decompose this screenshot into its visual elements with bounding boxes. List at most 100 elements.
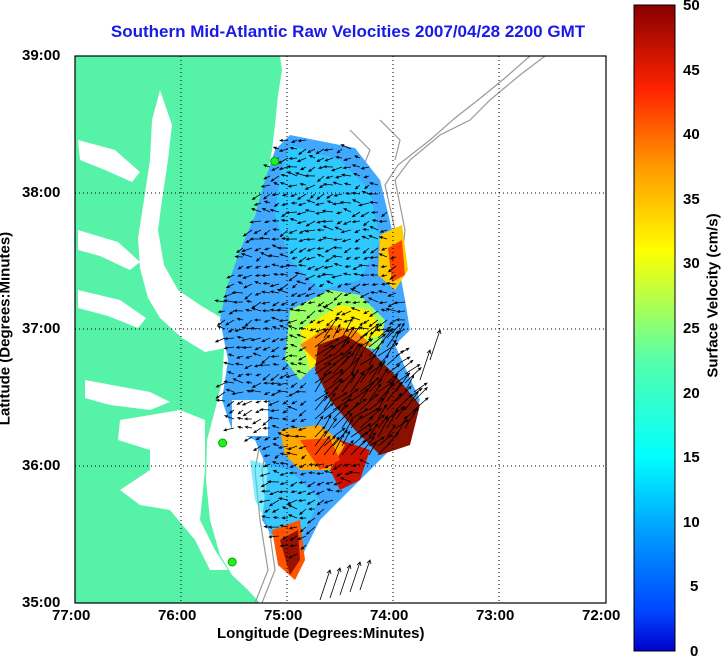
velocity-vector — [306, 490, 316, 495]
velocity-vector — [298, 409, 307, 417]
velocity-vector — [306, 247, 316, 252]
velocity-vector — [236, 355, 244, 359]
velocity-vector — [359, 364, 374, 384]
velocity-vector — [314, 345, 334, 357]
velocity-vector — [375, 328, 388, 332]
velocity-vector — [386, 364, 401, 375]
velocity-vector — [315, 202, 325, 206]
velocity-vector — [298, 238, 307, 242]
velocity-vector — [336, 310, 343, 316]
velocity-vector — [352, 265, 361, 270]
velocity-vector — [359, 407, 380, 420]
velocity-vector — [340, 229, 352, 234]
velocity-vector — [314, 435, 331, 456]
velocity-vector — [371, 219, 379, 223]
velocity-vector — [286, 319, 298, 324]
velocity-vector — [251, 307, 262, 312]
velocity-vector — [254, 292, 262, 296]
velocity-vector — [287, 514, 298, 519]
velocity-vector — [272, 228, 280, 232]
velocity-vector — [287, 325, 298, 330]
velocity-vector — [386, 350, 405, 366]
velocity-vector — [216, 319, 226, 326]
velocity-vector — [242, 229, 253, 237]
velocity-vector — [324, 463, 334, 469]
velocity-vector — [316, 246, 325, 250]
x-tick-label: 72:00 — [582, 607, 621, 624]
velocity-vector — [223, 361, 235, 366]
x-tick-label: 74:00 — [370, 607, 409, 624]
velocity-vector — [245, 299, 253, 303]
velocity-vector — [223, 337, 235, 341]
velocity-vector — [279, 272, 289, 277]
velocity-vector — [276, 308, 289, 312]
velocity-vector — [335, 211, 343, 215]
velocity-vector — [299, 472, 307, 476]
velocity-vector — [262, 426, 271, 430]
velocity-vector — [258, 499, 271, 504]
velocity-vector — [377, 434, 393, 447]
colorbar-tick: 35 — [683, 191, 700, 208]
velocity-vector — [379, 229, 388, 233]
velocity-vector — [296, 334, 307, 339]
velocity-vector — [223, 380, 235, 384]
velocity-vector — [341, 310, 352, 316]
velocity-vector — [282, 400, 289, 405]
colorbar-tick: 20 — [683, 385, 700, 402]
velocity-vector — [352, 301, 361, 305]
velocity-vector — [359, 436, 375, 456]
velocity-vector — [270, 409, 280, 413]
velocity-vector — [325, 319, 334, 327]
velocity-vector — [370, 210, 379, 214]
velocity-vector — [377, 441, 392, 456]
velocity-vector — [304, 174, 316, 178]
velocity-vector — [225, 319, 235, 326]
velocity-vector — [335, 155, 343, 159]
velocity-vector — [254, 281, 262, 285]
velocity-vector — [341, 371, 355, 384]
velocity-vector — [386, 392, 402, 411]
velocity-vector — [279, 265, 289, 269]
velocity-vector — [298, 480, 307, 484]
velocity-vector — [332, 202, 343, 206]
velocity-vector — [299, 182, 307, 186]
y-tick-label: 36:00 — [22, 457, 61, 474]
velocity-vector — [377, 403, 388, 420]
y-tick-label: 38:00 — [22, 184, 61, 201]
velocity-vector — [341, 345, 354, 357]
velocity-vector — [378, 319, 388, 327]
velocity-vector — [331, 254, 343, 258]
velocity-vector — [317, 238, 325, 242]
colorbar — [633, 4, 676, 652]
velocity-vector — [309, 193, 316, 199]
velocity-vector — [272, 146, 280, 150]
velocity-vector — [323, 362, 337, 375]
velocity-vector — [315, 148, 325, 155]
velocity-vector — [297, 139, 307, 143]
velocity-vector — [359, 377, 380, 393]
velocity-vector — [290, 425, 298, 429]
velocity-vector — [288, 334, 298, 339]
velocity-vector — [314, 329, 328, 339]
velocity-vector — [288, 156, 298, 160]
velocity-vector — [235, 345, 244, 349]
velocity-vector — [279, 524, 289, 528]
velocity-vector — [244, 319, 253, 327]
velocity-vector — [263, 454, 271, 458]
velocity-vector — [285, 434, 298, 438]
velocity-vector — [242, 409, 253, 417]
velocity-vector — [322, 305, 334, 312]
velocity-vector — [288, 308, 298, 312]
velocity-vector — [370, 247, 379, 254]
velocity-vector — [341, 392, 353, 411]
velocity-vector — [314, 334, 331, 348]
velocity-vector — [223, 427, 235, 432]
velocity-vector — [324, 256, 334, 263]
velocity-vector — [336, 301, 343, 306]
velocity-vector — [263, 229, 271, 236]
velocity-vector — [260, 252, 271, 258]
velocity-vector — [261, 207, 271, 213]
velocity-vector — [255, 400, 262, 404]
velocity-vector — [249, 389, 262, 393]
velocity-vector — [343, 292, 352, 296]
